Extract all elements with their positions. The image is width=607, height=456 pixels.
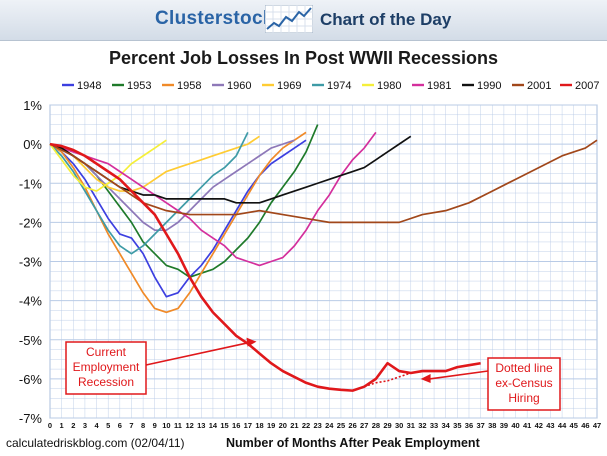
- annotation-text-dotted: Hiring: [508, 391, 539, 405]
- x-tick-label: 8: [141, 421, 145, 430]
- annotation-box-current: [65, 341, 147, 395]
- x-tick-label: 4: [94, 421, 99, 430]
- x-tick-label: 20: [279, 421, 287, 430]
- x-tick-label: 9: [153, 421, 157, 430]
- x-tick-label: 19: [267, 421, 275, 430]
- x-tick-label: 40: [511, 421, 519, 430]
- y-tick-label: -5%: [19, 333, 43, 348]
- legend-label-1980: 1980: [377, 80, 401, 92]
- annotation-arrow-dotted: [429, 370, 489, 380]
- annotation-text-current: Recession: [78, 375, 134, 389]
- x-tick-label: 39: [500, 421, 508, 430]
- x-tick-label: 0: [48, 421, 52, 430]
- legend-label-1948: 1948: [77, 80, 101, 92]
- dotted-line-ex-census: [363, 372, 412, 388]
- x-tick-label: 44: [558, 421, 567, 430]
- header-banner: Clusterstock Chart of the Day: [0, 0, 607, 41]
- y-tick-label: -7%: [19, 411, 43, 426]
- x-tick-label: 41: [523, 421, 531, 430]
- legend-label-2001: 2001: [527, 80, 551, 92]
- x-tick-label: 26: [348, 421, 356, 430]
- x-tick-label: 11: [174, 421, 182, 430]
- annotation-arrow-current: [145, 341, 249, 366]
- x-tick-label: 46: [581, 421, 589, 430]
- x-tick-label: 29: [383, 421, 391, 430]
- chart-trend-icon: [265, 5, 313, 33]
- x-tick-label: 25: [337, 421, 345, 430]
- x-tick-label: 12: [185, 421, 193, 430]
- series-line-1969: [49, 135, 260, 192]
- series-line-1981: [49, 131, 377, 267]
- legend-label-2007: 2007: [575, 80, 599, 92]
- annotation-text-current: Current: [86, 345, 127, 359]
- x-tick-label: 1: [60, 421, 64, 430]
- legend-label-1974: 1974: [327, 80, 351, 92]
- legend-label-1969: 1969: [277, 80, 301, 92]
- legend-label-1981: 1981: [427, 80, 451, 92]
- x-tick-label: 45: [570, 421, 578, 430]
- x-tick-label: 38: [488, 421, 496, 430]
- x-tick-label: 21: [290, 421, 298, 430]
- x-tick-label: 7: [129, 421, 133, 430]
- y-tick-label: -4%: [19, 294, 43, 309]
- x-tick-label: 17: [244, 421, 252, 430]
- x-tick-label: 15: [220, 421, 228, 430]
- x-tick-label: 31: [407, 421, 415, 430]
- x-tick-label: 3: [83, 421, 87, 430]
- source-credit: calculatedriskblog.com (02/04/11): [6, 436, 185, 450]
- x-tick-label: 36: [465, 421, 473, 430]
- section-name: Chart of the Day: [320, 10, 452, 29]
- chart-title: Percent Job Losses In Post WWII Recessio…: [108, 48, 499, 68]
- x-tick-label: 13: [197, 421, 205, 430]
- y-tick-label: -1%: [19, 176, 43, 191]
- annotation-text-dotted: ex-Census: [495, 376, 552, 390]
- x-tick-label: 37: [476, 421, 484, 430]
- x-tick-label: 32: [418, 421, 426, 430]
- x-tick-label: 47: [593, 421, 601, 430]
- legend-label-1958: 1958: [177, 80, 201, 92]
- y-tick-label: -3%: [19, 255, 43, 270]
- y-tick-label: -6%: [19, 372, 43, 387]
- series-line-1980: [49, 139, 167, 192]
- x-tick-label: 42: [535, 421, 543, 430]
- legend-label-1953: 1953: [127, 80, 151, 92]
- annotation-text-current: Employment: [73, 360, 140, 374]
- x-tick-label: 34: [442, 421, 451, 430]
- x-tick-label: 23: [314, 421, 322, 430]
- x-tick-label: 22: [302, 421, 310, 430]
- y-tick-label: 1%: [23, 98, 42, 113]
- annotation-arrowhead-current: [246, 337, 257, 347]
- annotation-arrowhead-dotted: [420, 373, 431, 383]
- annotation-text-dotted: Dotted line: [495, 361, 553, 375]
- legend-label-1990: 1990: [477, 80, 501, 92]
- series-line-1974: [49, 132, 249, 255]
- x-axis-title: Number of Months After Peak Employment: [226, 436, 480, 450]
- x-tick-label: 2: [71, 421, 75, 430]
- brand-name: Clusterstock: [155, 8, 274, 29]
- x-tick-label: 43: [546, 421, 554, 430]
- x-tick-label: 33: [430, 421, 438, 430]
- y-tick-label: -2%: [19, 215, 43, 230]
- x-tick-label: 28: [372, 421, 380, 430]
- x-tick-label: 30: [395, 421, 403, 430]
- x-tick-label: 35: [453, 421, 461, 430]
- legend-label-1960: 1960: [227, 80, 251, 92]
- x-tick-label: 24: [325, 421, 334, 430]
- x-tick-label: 5: [106, 421, 110, 430]
- x-tick-label: 14: [209, 421, 218, 430]
- x-tick-label: 10: [162, 421, 170, 430]
- series-line-1960: [49, 139, 295, 232]
- x-tick-label: 6: [118, 421, 122, 430]
- y-tick-label: 0%: [23, 137, 42, 152]
- x-tick-label: 27: [360, 421, 368, 430]
- x-tick-label: 18: [255, 421, 263, 430]
- series-line-2007: [49, 142, 481, 392]
- x-tick-label: 16: [232, 421, 240, 430]
- annotation-box-dotted: [487, 357, 561, 411]
